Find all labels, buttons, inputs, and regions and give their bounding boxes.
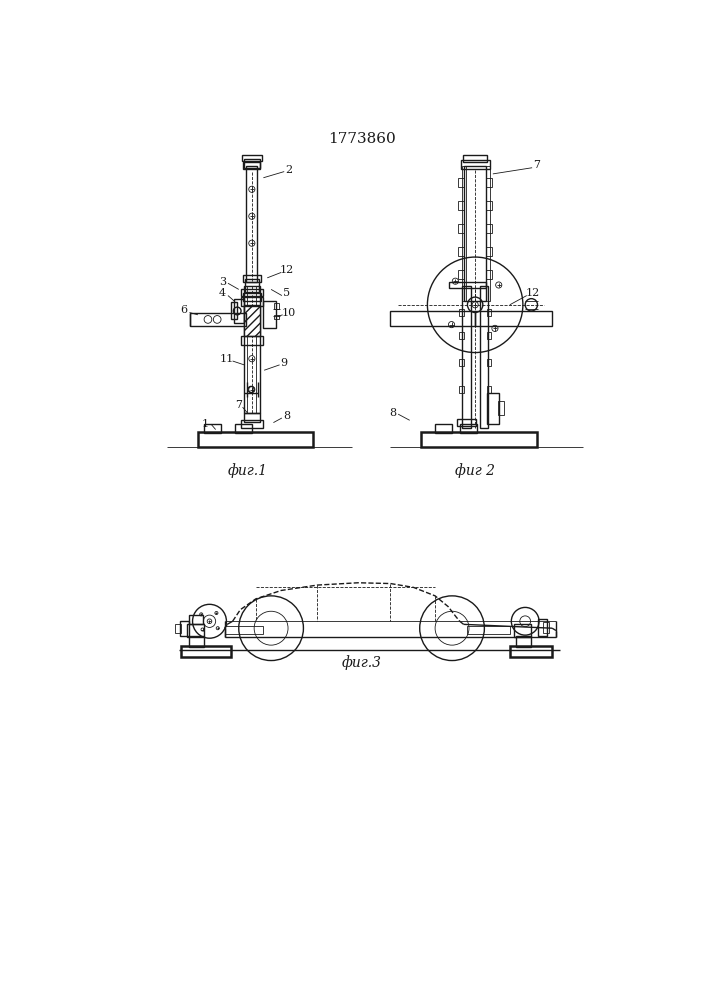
Bar bbox=[243, 275, 261, 282]
Text: 11: 11 bbox=[219, 354, 233, 364]
Bar bbox=[241, 336, 262, 345]
Bar bbox=[243, 162, 260, 169]
Bar bbox=[515, 624, 532, 637]
Bar bbox=[390, 311, 475, 326]
Bar bbox=[486, 332, 491, 339]
Bar bbox=[235, 424, 252, 433]
Text: фиг.3: фиг.3 bbox=[342, 655, 382, 670]
Bar bbox=[204, 424, 221, 433]
Bar bbox=[242, 155, 262, 161]
Text: 1773860: 1773860 bbox=[328, 132, 396, 146]
Text: 4: 4 bbox=[219, 288, 226, 298]
Text: 2: 2 bbox=[285, 165, 293, 175]
Text: 5: 5 bbox=[283, 288, 290, 298]
Bar bbox=[247, 166, 257, 282]
Text: 10: 10 bbox=[281, 308, 296, 318]
Bar bbox=[458, 201, 464, 210]
Bar bbox=[537, 619, 547, 636]
Bar bbox=[510, 646, 552, 657]
Bar bbox=[543, 622, 549, 633]
Text: 3: 3 bbox=[219, 277, 226, 287]
Bar bbox=[421, 432, 537, 447]
Bar bbox=[234, 299, 244, 323]
Text: 8: 8 bbox=[389, 408, 397, 418]
Bar bbox=[241, 289, 262, 296]
Bar bbox=[274, 303, 279, 309]
Bar bbox=[181, 646, 231, 657]
Text: 7: 7 bbox=[235, 400, 243, 410]
Text: 6: 6 bbox=[180, 305, 187, 315]
Bar bbox=[187, 624, 204, 637]
Text: 9: 9 bbox=[281, 358, 288, 368]
Bar bbox=[244, 158, 259, 168]
Text: 8: 8 bbox=[283, 411, 290, 421]
Bar bbox=[486, 178, 492, 187]
Text: 7: 7 bbox=[533, 160, 540, 170]
Bar bbox=[449, 282, 486, 288]
Bar bbox=[189, 636, 204, 647]
Bar bbox=[487, 393, 499, 424]
Bar bbox=[463, 155, 487, 162]
Bar bbox=[244, 305, 259, 336]
Bar bbox=[467, 626, 510, 634]
Bar bbox=[475, 311, 552, 326]
Bar bbox=[459, 359, 464, 366]
Bar bbox=[462, 166, 466, 301]
Bar bbox=[262, 301, 276, 328]
Bar bbox=[180, 620, 189, 636]
Bar bbox=[486, 359, 491, 366]
Bar bbox=[480, 286, 489, 428]
Bar bbox=[247, 286, 257, 413]
Bar bbox=[241, 297, 262, 306]
Bar bbox=[486, 309, 491, 316]
Bar bbox=[458, 270, 464, 279]
Bar bbox=[486, 166, 490, 301]
Bar bbox=[459, 332, 464, 339]
Bar bbox=[486, 224, 492, 233]
Bar bbox=[458, 224, 464, 233]
Bar bbox=[486, 270, 492, 279]
Bar bbox=[516, 636, 532, 647]
Bar bbox=[486, 386, 491, 393]
Bar bbox=[189, 615, 204, 624]
Bar bbox=[225, 626, 264, 634]
Text: 12: 12 bbox=[279, 265, 293, 275]
Bar bbox=[459, 309, 464, 316]
Bar bbox=[458, 178, 464, 187]
Bar bbox=[241, 420, 262, 428]
Bar bbox=[459, 386, 464, 393]
Text: фиг 2: фиг 2 bbox=[455, 463, 495, 478]
Bar bbox=[231, 302, 238, 319]
Bar bbox=[486, 247, 492, 256]
Bar bbox=[464, 166, 486, 301]
Bar bbox=[435, 424, 452, 433]
Bar bbox=[175, 624, 181, 633]
Bar bbox=[458, 247, 464, 256]
Bar bbox=[245, 279, 259, 292]
Text: фиг.1: фиг.1 bbox=[228, 463, 268, 478]
Bar bbox=[274, 315, 279, 319]
Bar bbox=[460, 160, 490, 169]
Bar bbox=[486, 201, 492, 210]
Bar bbox=[462, 286, 471, 428]
Bar bbox=[460, 424, 477, 433]
Bar bbox=[498, 401, 504, 415]
Bar bbox=[244, 286, 259, 413]
Bar bbox=[190, 312, 246, 326]
Bar bbox=[243, 293, 261, 301]
Bar bbox=[457, 419, 476, 426]
Bar bbox=[244, 413, 259, 422]
Text: 12: 12 bbox=[526, 288, 540, 298]
Text: 1: 1 bbox=[202, 419, 209, 429]
Bar bbox=[198, 432, 313, 447]
